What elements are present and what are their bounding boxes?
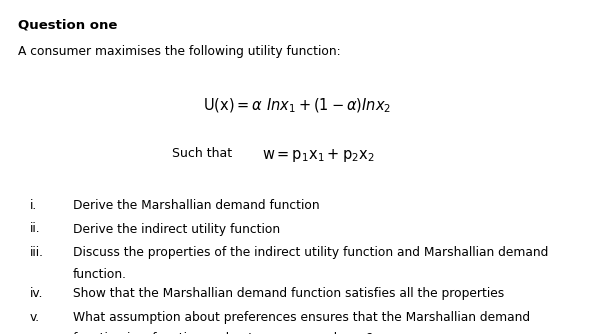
Text: Derive the indirect utility function: Derive the indirect utility function [73, 222, 280, 235]
Text: A consumer maximises the following utility function:: A consumer maximises the following utili… [18, 45, 340, 58]
Text: Show that the Marshallian demand function satisfies all the properties: Show that the Marshallian demand functio… [73, 288, 504, 301]
Text: iii.: iii. [30, 246, 44, 259]
Text: i.: i. [30, 199, 37, 212]
Text: function.: function. [73, 268, 127, 281]
Text: Discuss the properties of the indirect utility function and Marshallian demand: Discuss the properties of the indirect u… [73, 246, 549, 259]
Text: What assumption about preferences ensures that the Marshallian demand: What assumption about preferences ensure… [73, 311, 530, 324]
Text: $\mathrm{w{=}p_1 x_1 + p_2 x_2}$: $\mathrm{w{=}p_1 x_1 + p_2 x_2}$ [262, 147, 375, 164]
Text: ii.: ii. [30, 222, 40, 235]
Text: Question one: Question one [18, 18, 117, 31]
Text: iv.: iv. [30, 288, 43, 301]
Text: Such that: Such that [172, 147, 232, 160]
Text: Derive the Marshallian demand function: Derive the Marshallian demand function [73, 199, 320, 212]
Text: $\mathrm{U(x)} = \alpha\ \mathit{Inx}_1 + (1 - \alpha)\mathit{Inx}_2$: $\mathrm{U(x)} = \alpha\ \mathit{Inx}_1 … [203, 97, 392, 116]
Text: function is a function and not a correspondence?: function is a function and not a corresp… [73, 332, 373, 334]
Text: v.: v. [30, 311, 40, 324]
